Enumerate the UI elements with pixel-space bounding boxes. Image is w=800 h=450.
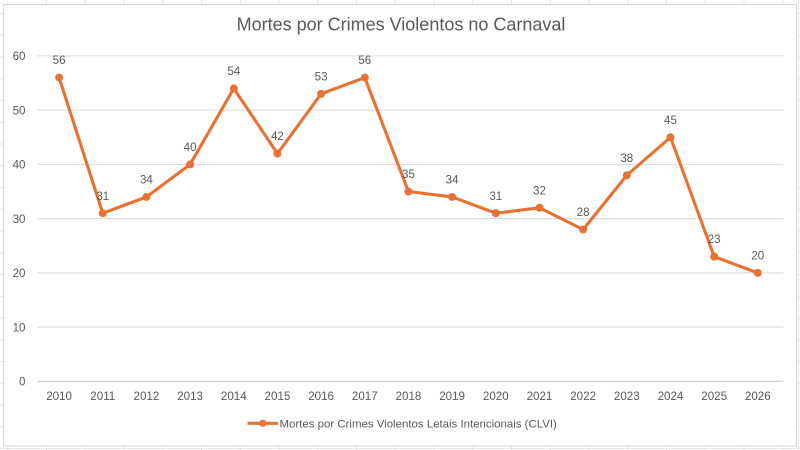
svg-text:28: 28 <box>577 206 590 219</box>
svg-text:0: 0 <box>19 376 25 389</box>
svg-text:2013: 2013 <box>177 390 203 403</box>
svg-text:56: 56 <box>358 54 371 67</box>
svg-text:31: 31 <box>489 190 502 203</box>
svg-text:38: 38 <box>620 152 633 165</box>
svg-text:2022: 2022 <box>570 390 596 403</box>
svg-text:2011: 2011 <box>90 390 115 403</box>
svg-text:32: 32 <box>533 184 546 197</box>
svg-text:2020: 2020 <box>483 390 509 403</box>
svg-text:56: 56 <box>53 54 66 67</box>
svg-text:53: 53 <box>315 70 328 83</box>
svg-text:2025: 2025 <box>701 390 727 403</box>
svg-text:45: 45 <box>664 114 677 127</box>
svg-text:2018: 2018 <box>396 390 422 403</box>
svg-text:2024: 2024 <box>658 390 684 403</box>
svg-text:2012: 2012 <box>134 390 160 403</box>
svg-text:2015: 2015 <box>265 390 291 403</box>
svg-text:34: 34 <box>140 174 153 187</box>
svg-text:10: 10 <box>13 321 26 334</box>
svg-text:Mortes por Crimes Violentos Le: Mortes por Crimes Violentos Letais Inten… <box>280 418 558 430</box>
svg-text:2019: 2019 <box>439 390 465 403</box>
svg-text:42: 42 <box>271 130 284 143</box>
svg-text:2010: 2010 <box>46 390 72 403</box>
svg-text:2026: 2026 <box>745 390 771 403</box>
svg-text:35: 35 <box>402 168 415 181</box>
svg-text:2016: 2016 <box>308 390 334 403</box>
svg-text:Mortes por Crimes Violentos no: Mortes por Crimes Violentos no Carnaval <box>237 15 566 35</box>
svg-text:40: 40 <box>13 159 26 172</box>
svg-text:20: 20 <box>13 267 26 280</box>
svg-text:50: 50 <box>13 104 26 117</box>
svg-text:2023: 2023 <box>614 390 640 403</box>
svg-text:31: 31 <box>96 190 109 203</box>
svg-text:54: 54 <box>227 65 240 78</box>
svg-text:2021: 2021 <box>527 390 553 403</box>
svg-text:2017: 2017 <box>352 390 378 403</box>
svg-text:34: 34 <box>446 174 459 187</box>
svg-text:30: 30 <box>13 213 26 226</box>
svg-text:23: 23 <box>708 233 721 246</box>
svg-text:20: 20 <box>751 250 764 263</box>
svg-text:60: 60 <box>13 50 26 63</box>
svg-text:2014: 2014 <box>221 390 247 403</box>
svg-text:40: 40 <box>184 141 197 154</box>
